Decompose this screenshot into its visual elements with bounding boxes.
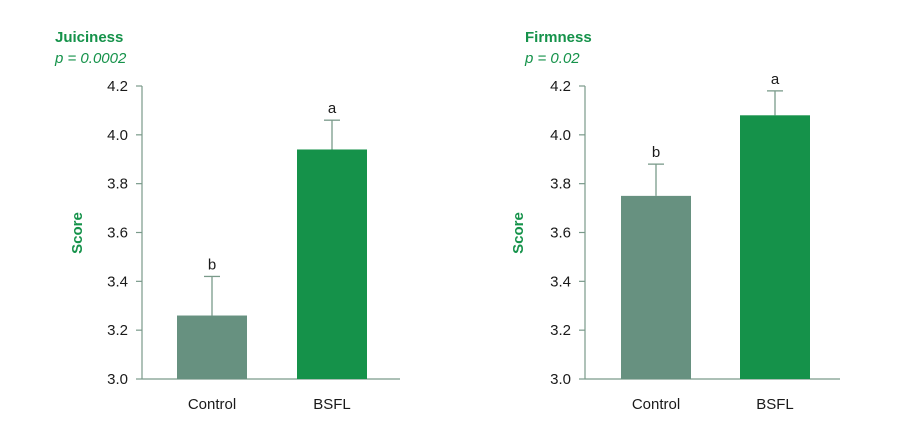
y-tick-label: 4.2: [107, 78, 128, 95]
x-tick-label: BSFL: [756, 396, 794, 413]
y-tick-label: 3.8: [550, 176, 571, 193]
y-tick-label: 4.0: [550, 127, 571, 144]
significance-letter: a: [771, 71, 780, 88]
bar-control: [177, 315, 247, 379]
y-tick-label: 3.6: [107, 225, 128, 242]
significance-letter: a: [328, 100, 337, 117]
chart-juiciness: Juiciness p = 0.0002 Score 3.0 3.2 3.4 3.6 3…: [54, 29, 400, 413]
bar-control: [621, 195, 691, 379]
y-axis-label: Score: [510, 212, 527, 254]
y-axis-label: Score: [69, 212, 86, 254]
chart-subtitle: p = 0.02: [524, 50, 580, 67]
chart-subtitle: p = 0.0002: [54, 50, 127, 67]
y-tick-label: 4.2: [550, 78, 571, 95]
x-tick-label: BSFL: [313, 396, 351, 413]
y-tick-label: 3.0: [107, 371, 128, 388]
chart-title: Firmness: [525, 29, 592, 46]
y-tick-label: 3.4: [550, 273, 571, 290]
y-tick-label: 3.4: [107, 273, 128, 290]
bar-bsfl: [297, 149, 367, 379]
x-tick-label: Control: [632, 396, 680, 413]
chart-firmness: Firmness p = 0.02 Score 3.0 3.2 3.4 3.6 3.8 4…: [510, 29, 840, 413]
y-tick-label: 3.8: [107, 176, 128, 193]
chart-title: Juiciness: [55, 29, 123, 46]
y-tick-label: 3.6: [550, 225, 571, 242]
x-tick-label: Control: [188, 396, 236, 413]
bar-bsfl: [740, 115, 810, 380]
y-tick-label: 3.2: [550, 322, 571, 339]
y-tick-label: 3.0: [550, 371, 571, 388]
y-tick-label: 3.2: [107, 322, 128, 339]
significance-letter: b: [208, 256, 216, 273]
y-tick-label: 4.0: [107, 127, 128, 144]
significance-letter: b: [652, 144, 660, 161]
